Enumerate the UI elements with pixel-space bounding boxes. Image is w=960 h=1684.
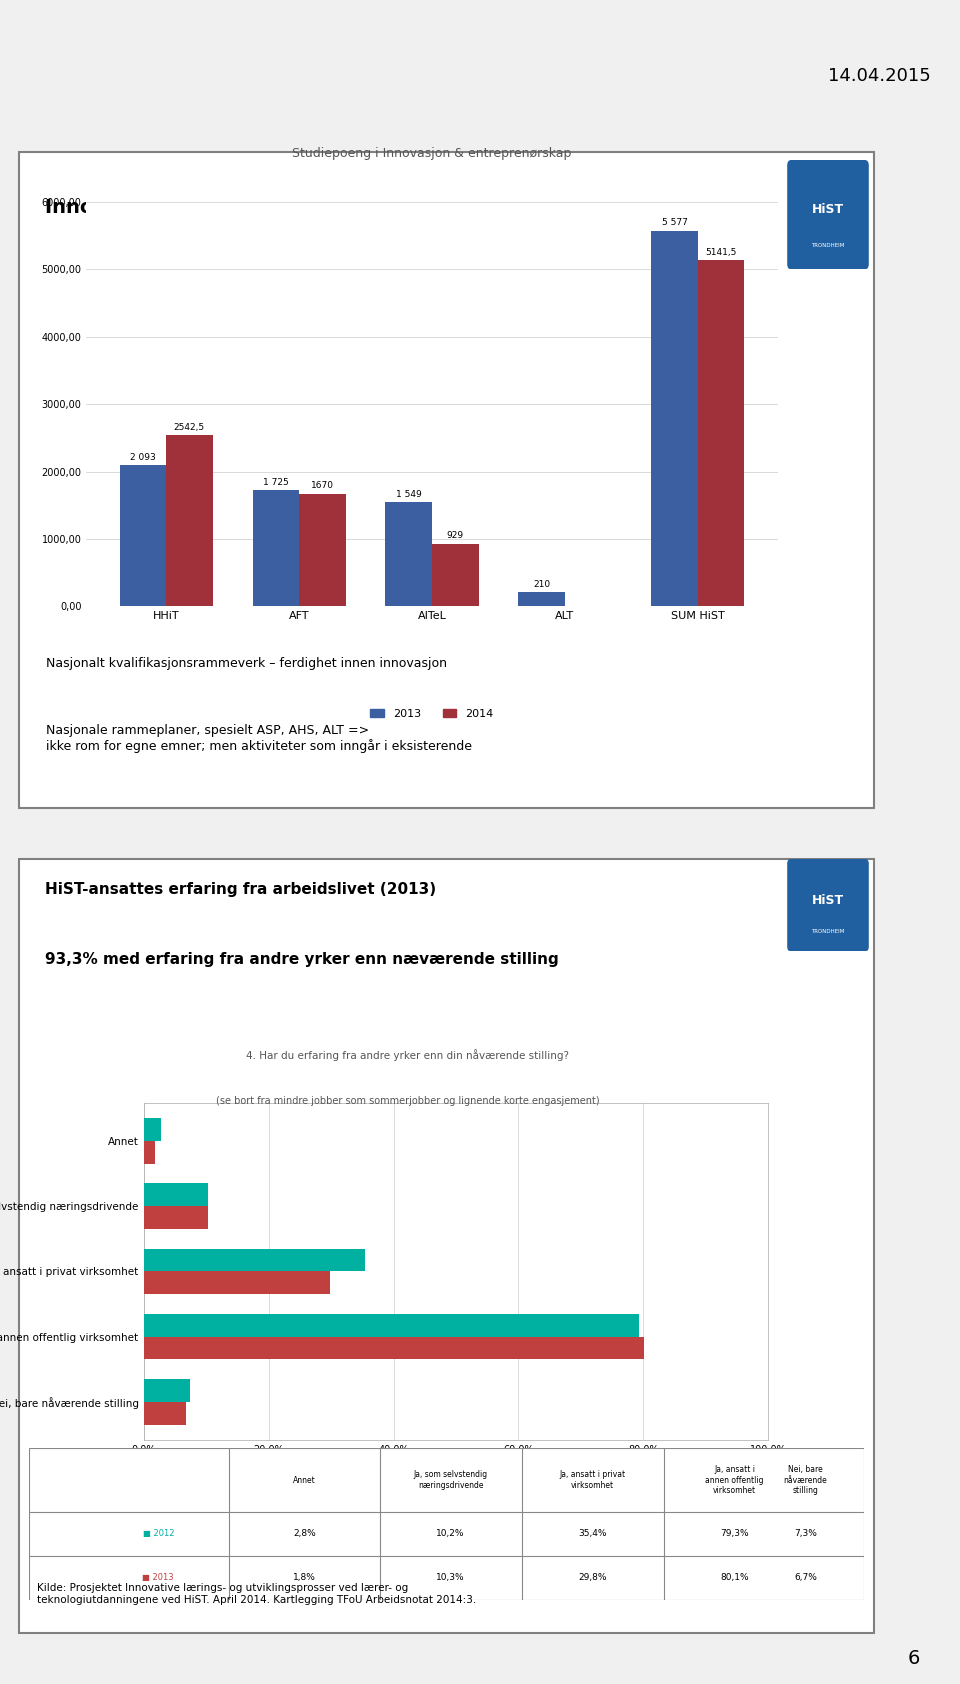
Text: Ja, ansatt i privat
virksomhet: Ja, ansatt i privat virksomhet: [560, 1470, 626, 1490]
Text: 6,7%: 6,7%: [794, 1573, 817, 1583]
Bar: [300, 493, 346, 606]
Text: 14.04.2015: 14.04.2015: [828, 67, 931, 84]
Text: Ja, ansatt i
annen offentlig
virksomhet: Ja, ansatt i annen offentlig virksomhet: [706, 1465, 764, 1495]
Text: 80,1%: 80,1%: [720, 1573, 749, 1583]
Bar: [698, 259, 744, 606]
Text: 6: 6: [907, 1649, 920, 1669]
Text: HiST: HiST: [812, 894, 844, 908]
Text: HiST: HiST: [812, 202, 844, 216]
Text: 929: 929: [446, 530, 464, 541]
Text: 10,2%: 10,2%: [437, 1529, 465, 1539]
Text: ■ 2013: ■ 2013: [142, 1573, 174, 1583]
Text: 10,3%: 10,3%: [436, 1573, 465, 1583]
FancyBboxPatch shape: [787, 859, 869, 951]
FancyBboxPatch shape: [29, 1448, 864, 1600]
Title: Studiepoeng i Innovasjon & entreprenørskap: Studiepoeng i Innovasjon & entreprenørsk…: [292, 147, 572, 160]
Text: Innovasjon & tverrfaglighet: Innovasjon & tverrfaglighet: [45, 197, 349, 217]
Bar: [144, 1401, 186, 1425]
Text: Annet: Annet: [293, 1475, 316, 1485]
Text: Kilde: Prosjektet Innovative lærings- og utviklingsprosser ved lærer- og
teknolo: Kilde: Prosjektet Innovative lærings- og…: [37, 1583, 476, 1605]
Text: Ja, som selvstendig
næringsdrivende: Ja, som selvstendig næringsdrivende: [414, 1470, 488, 1490]
Bar: [166, 434, 213, 606]
Text: 2,8%: 2,8%: [293, 1529, 316, 1539]
Text: (se bort fra mindre jobber som sommerjobber og lignende korte engasjement): (se bort fra mindre jobber som sommerjob…: [216, 1096, 600, 1106]
Bar: [144, 1337, 644, 1359]
Text: HiST-ansattes erfaring fra arbeidslivet (2013): HiST-ansattes erfaring fra arbeidslivet …: [45, 882, 436, 898]
Bar: [144, 1206, 208, 1229]
Text: 4. Har du erfaring fra andre yrker enn din nåværende stilling?: 4. Har du erfaring fra andre yrker enn d…: [247, 1049, 569, 1061]
Bar: [651, 231, 698, 606]
Text: 1670: 1670: [311, 482, 334, 490]
FancyBboxPatch shape: [19, 859, 874, 1633]
Text: 35,4%: 35,4%: [578, 1529, 607, 1539]
Text: 79,3%: 79,3%: [720, 1529, 749, 1539]
Bar: [518, 593, 564, 606]
Legend: 2013, 2014: 2013, 2014: [366, 704, 498, 724]
Bar: [120, 465, 166, 606]
Bar: [144, 1142, 156, 1164]
Text: 5141,5: 5141,5: [706, 248, 736, 256]
Text: Nasjonalt kvalifikasjonsrammeverk – ferdighet innen innovasjon: Nasjonalt kvalifikasjonsrammeverk – ferd…: [45, 657, 446, 670]
Text: 210: 210: [533, 579, 550, 589]
Text: 1 725: 1 725: [263, 478, 289, 487]
Text: TRONDHEIM: TRONDHEIM: [811, 242, 845, 248]
Bar: [144, 1271, 330, 1295]
Text: 1,8%: 1,8%: [293, 1573, 316, 1583]
Text: 93,3% med erfaring fra andre yrker enn næværende stilling: 93,3% med erfaring fra andre yrker enn n…: [45, 951, 559, 967]
Bar: [252, 490, 300, 606]
FancyBboxPatch shape: [19, 152, 874, 808]
Bar: [144, 1184, 207, 1206]
Bar: [432, 544, 478, 606]
Text: ■ 2012: ■ 2012: [142, 1529, 174, 1539]
Text: 2 093: 2 093: [130, 453, 156, 461]
Bar: [144, 1379, 189, 1401]
FancyBboxPatch shape: [787, 160, 869, 269]
Bar: [144, 1314, 638, 1337]
Text: 2542,5: 2542,5: [174, 423, 205, 431]
Text: Nasjonale rammeplaner, spesielt ASP, AHS, ALT =>
ikke rom for egne emner; men ak: Nasjonale rammeplaner, spesielt ASP, AHS…: [45, 724, 471, 753]
Text: Nei, bare
nåværende
stilling: Nei, bare nåværende stilling: [783, 1465, 828, 1495]
Bar: [386, 502, 432, 606]
Text: TRONDHEIM: TRONDHEIM: [811, 928, 845, 933]
Text: 7,3%: 7,3%: [794, 1529, 817, 1539]
Bar: [144, 1118, 161, 1142]
Text: 5 577: 5 577: [661, 219, 687, 227]
Text: 1 549: 1 549: [396, 490, 421, 498]
Bar: [144, 1248, 365, 1271]
Text: 29,8%: 29,8%: [578, 1573, 607, 1583]
